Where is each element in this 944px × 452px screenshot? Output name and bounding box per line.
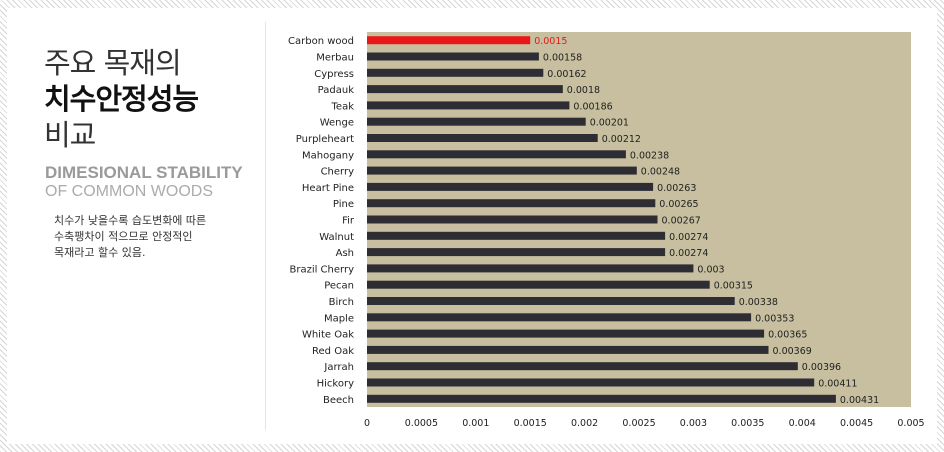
bar-maple bbox=[367, 313, 752, 322]
bar-value-label: 0.00274 bbox=[669, 248, 708, 259]
x-tick-label: 0.0015 bbox=[514, 418, 547, 429]
bar-value-label: 0.00248 bbox=[641, 167, 680, 178]
category-label: Jarrah bbox=[323, 362, 354, 373]
category-label: Ash bbox=[336, 248, 354, 259]
bar-value-label: 0.00158 bbox=[543, 53, 582, 64]
bar-fir bbox=[367, 215, 658, 224]
bar-value-label: 0.00186 bbox=[573, 101, 612, 112]
x-tick-label: 0.001 bbox=[462, 418, 489, 429]
category-label: Hickory bbox=[317, 379, 354, 390]
category-label: Merbau bbox=[316, 53, 354, 64]
bar-wenge bbox=[367, 117, 586, 126]
category-label: Purpleheart bbox=[296, 134, 354, 145]
bar-value-label: 0.00353 bbox=[755, 313, 794, 324]
category-label: Maple bbox=[324, 313, 354, 324]
bar-value-label: 0.00162 bbox=[547, 69, 586, 80]
bar-brazil-cherry bbox=[367, 264, 694, 273]
category-label: White Oak bbox=[302, 330, 354, 341]
bar-carbon-wood bbox=[367, 36, 531, 45]
bar-value-label: 0.00267 bbox=[662, 216, 701, 227]
bar-hickory bbox=[367, 378, 815, 387]
bar-white-oak bbox=[367, 329, 765, 338]
bar-ash bbox=[367, 248, 666, 257]
bar-value-label: 0.00238 bbox=[630, 150, 669, 161]
x-tick-label: 0.003 bbox=[680, 418, 707, 429]
bar-purpleheart bbox=[367, 134, 598, 142]
category-label: Pine bbox=[333, 199, 354, 210]
bar-value-label: 0.00431 bbox=[840, 395, 879, 406]
bar-value-label: 0.0018 bbox=[567, 85, 600, 96]
description-line-2: 수축팽차이 적으므로 안정적인 bbox=[54, 230, 193, 243]
bar-value-label: 0.00315 bbox=[714, 281, 753, 292]
bar-value-label: 0.00263 bbox=[657, 183, 696, 194]
title-ko-line1: 주요 목재의 bbox=[44, 46, 182, 80]
bar-heart-pine bbox=[367, 182, 654, 191]
bar-value-label: 0.00212 bbox=[602, 134, 641, 145]
bar-value-label: 0.00365 bbox=[768, 330, 807, 341]
category-label: Mahogany bbox=[302, 150, 354, 161]
bar-jarrah bbox=[367, 362, 798, 371]
bar-value-label: 0.00338 bbox=[739, 297, 778, 308]
bar-value-label: 0.0015 bbox=[534, 36, 567, 47]
x-tick-label: 0.0005 bbox=[405, 418, 438, 429]
vertical-divider bbox=[265, 22, 266, 430]
bar-value-label: 0.00396 bbox=[802, 362, 841, 373]
x-tick-label: 0.002 bbox=[571, 418, 598, 429]
bar-merbau bbox=[367, 52, 539, 61]
category-label: Cypress bbox=[314, 69, 354, 80]
title-ko-line2: 치수안정성능 bbox=[44, 82, 199, 116]
bar-red-oak bbox=[367, 345, 769, 354]
description-line-1: 치수가 낮을수록 습도변화에 따른 bbox=[54, 214, 207, 227]
category-label: Brazil Cherry bbox=[289, 264, 354, 275]
category-label: Carbon wood bbox=[288, 36, 354, 47]
bar-mahogany bbox=[367, 150, 626, 159]
bar-value-label: 0.00411 bbox=[818, 379, 857, 390]
bar-teak bbox=[367, 101, 570, 110]
title-en-line2: OF COMMON WOODS bbox=[45, 183, 213, 200]
x-tick-label: 0.004 bbox=[789, 418, 816, 429]
category-label: Beech bbox=[323, 395, 354, 406]
category-label: Pecan bbox=[324, 281, 354, 292]
bar-value-label: 0.00274 bbox=[669, 232, 708, 243]
title-en-line1: DIMESIONAL STABILITY bbox=[45, 163, 243, 182]
category-label: Heart Pine bbox=[302, 183, 354, 194]
bar-cherry bbox=[367, 166, 637, 175]
bar-birch bbox=[367, 297, 735, 305]
x-tick-label: 0.0035 bbox=[731, 418, 764, 429]
category-label: Birch bbox=[329, 297, 354, 308]
category-label: Cherry bbox=[321, 167, 355, 178]
bar-pine bbox=[367, 199, 656, 208]
category-label: Teak bbox=[331, 101, 355, 112]
bar-value-label: 0.00369 bbox=[773, 346, 812, 357]
category-label: Padauk bbox=[318, 85, 355, 96]
bar-value-label: 0.00265 bbox=[659, 199, 698, 210]
category-label: Red Oak bbox=[312, 346, 354, 357]
category-label: Walnut bbox=[319, 232, 354, 243]
x-tick-label: 0.005 bbox=[897, 418, 924, 429]
bar-value-label: 0.003 bbox=[697, 264, 724, 275]
bar-beech bbox=[367, 394, 836, 403]
title-ko-line3: 비교 bbox=[44, 118, 96, 152]
category-label: Fir bbox=[342, 216, 355, 227]
bar-value-label: 0.00201 bbox=[590, 118, 629, 129]
category-label: Wenge bbox=[320, 118, 354, 129]
x-tick-label: 0 bbox=[364, 418, 370, 429]
bar-pecan bbox=[367, 280, 710, 289]
description-line-3: 목재라고 할수 있음. bbox=[54, 246, 146, 259]
x-tick-label: 0.0045 bbox=[840, 418, 873, 429]
bar-cypress bbox=[367, 68, 544, 77]
x-tick-label: 0.0025 bbox=[622, 418, 655, 429]
bar-padauk bbox=[367, 85, 563, 94]
bar-walnut bbox=[367, 231, 666, 240]
